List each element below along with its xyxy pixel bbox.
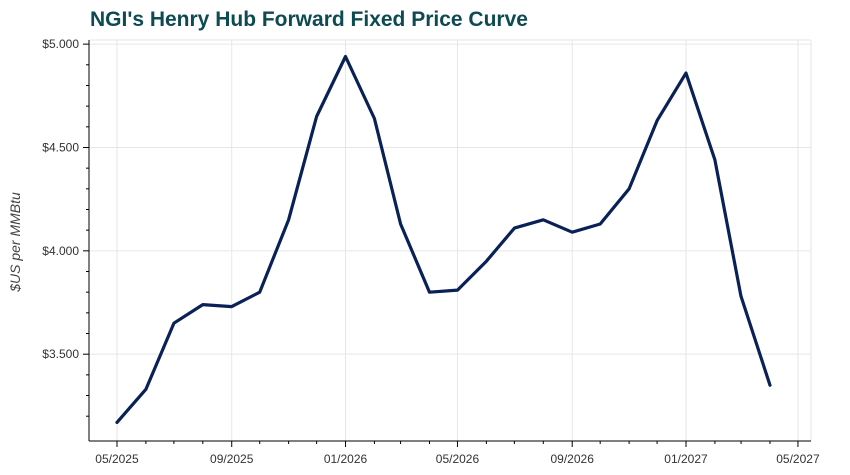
x-tick-label: 09/2025 [210, 452, 254, 466]
chart-title: NGI's Henry Hub Forward Fixed Price Curv… [90, 8, 528, 31]
y-tick-label: $4.000 [42, 244, 79, 258]
x-tick-label: 09/2026 [551, 452, 595, 466]
y-tick-label: $5.000 [42, 37, 79, 51]
y-tick-label: $4.500 [42, 140, 79, 154]
x-tick-label: 05/2025 [95, 452, 139, 466]
grid-lines [89, 39, 812, 441]
series-line [115, 54, 772, 424]
plot-series [115, 54, 772, 424]
y-axis-label: $US per MMBtu [7, 192, 23, 293]
x-tick-label: 05/2027 [776, 452, 820, 466]
axes: $3.500 $4.000 $4.500 $5.000 05/2025 09/2025 01… [42, 37, 820, 466]
x-tick-label: 01/2027 [664, 452, 708, 466]
x-tick-label: 01/2026 [324, 452, 368, 466]
y-tick-label: $3.500 [42, 347, 79, 361]
x-tick-label: 05/2026 [436, 452, 480, 466]
